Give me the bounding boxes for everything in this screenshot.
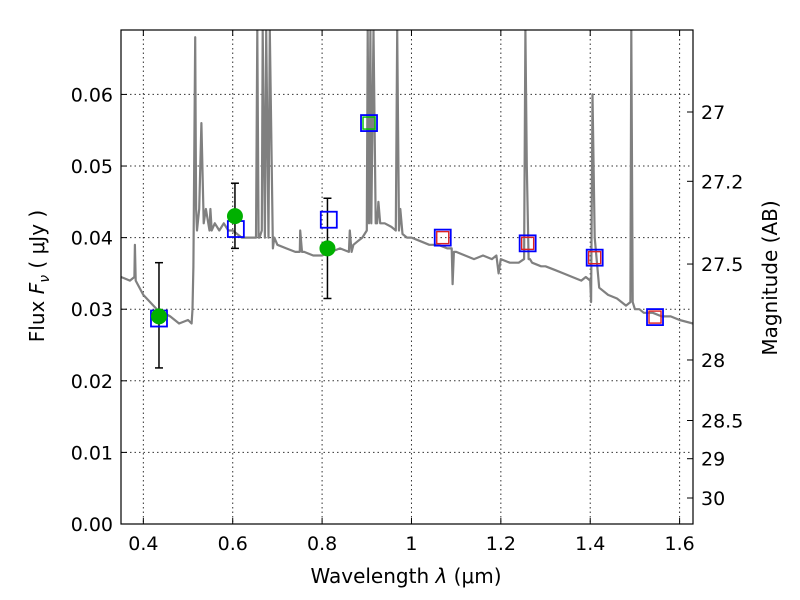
series-group: [121, 30, 693, 369]
y-tick-label: 0.05: [71, 156, 113, 178]
model-inner-square: [362, 116, 376, 130]
y-tick-label: 0.02: [71, 371, 113, 393]
x-axis-label: Wavelength λ (μm): [310, 564, 501, 588]
y2-tick-label: 27.5: [701, 254, 743, 276]
x-tick-label: 1.6: [664, 533, 694, 555]
y-tick-label: 0.01: [71, 442, 113, 464]
observed-point: [150, 308, 167, 325]
model-square-marker: [646, 308, 664, 326]
y-axis-label: Flux Fν ( μJy ): [25, 210, 53, 342]
x-tick-label: 0.8: [307, 533, 337, 555]
observed-point: [226, 208, 243, 225]
y2-tick-label: 28: [701, 350, 725, 372]
grid-lines: [121, 30, 693, 525]
model-inner-square: [436, 230, 450, 245]
y-tick-label: 0.06: [71, 84, 113, 106]
model-square-marker: [518, 234, 537, 253]
model-square-marker: [319, 210, 338, 229]
plot-frame: [120, 29, 694, 525]
x-tick-label: 0.4: [128, 533, 158, 555]
observed-point: [319, 240, 336, 257]
y-tick-label: 0.00: [71, 514, 113, 536]
y-tick-label: 0.03: [71, 299, 113, 321]
y2-tick-label: 30: [701, 488, 725, 510]
model-inner-square: [648, 310, 662, 324]
axis-ticks: 0.4 0.6 0.8 1 1.2 1.4 1.6 0.00 0.01 0.02 0.03 0.04 0…: [71, 30, 743, 555]
x-tick-label: 1.4: [575, 533, 605, 555]
series-layer: [121, 30, 693, 369]
y-tick-label: 0.04: [71, 228, 113, 250]
model-inner-square: [520, 236, 535, 251]
y2-tick-label: 29: [701, 449, 725, 471]
model-square-marker: [360, 114, 378, 132]
y2-tick-label: 27: [701, 102, 725, 124]
x-tick-label: 1.2: [486, 533, 516, 555]
model-square-marker: [433, 228, 452, 247]
spectrum-line: [121, 30, 693, 325]
model-inner-square: [587, 250, 602, 265]
model-square-marker: [585, 248, 604, 267]
y2-tick-label: 27.2: [701, 171, 743, 193]
x-tick-label: 0.6: [218, 533, 248, 555]
y2-axis-label: Magnitude (AB): [758, 200, 782, 355]
x-tick-label: 1: [405, 533, 417, 555]
y2-tick-label: 28.5: [701, 411, 743, 433]
